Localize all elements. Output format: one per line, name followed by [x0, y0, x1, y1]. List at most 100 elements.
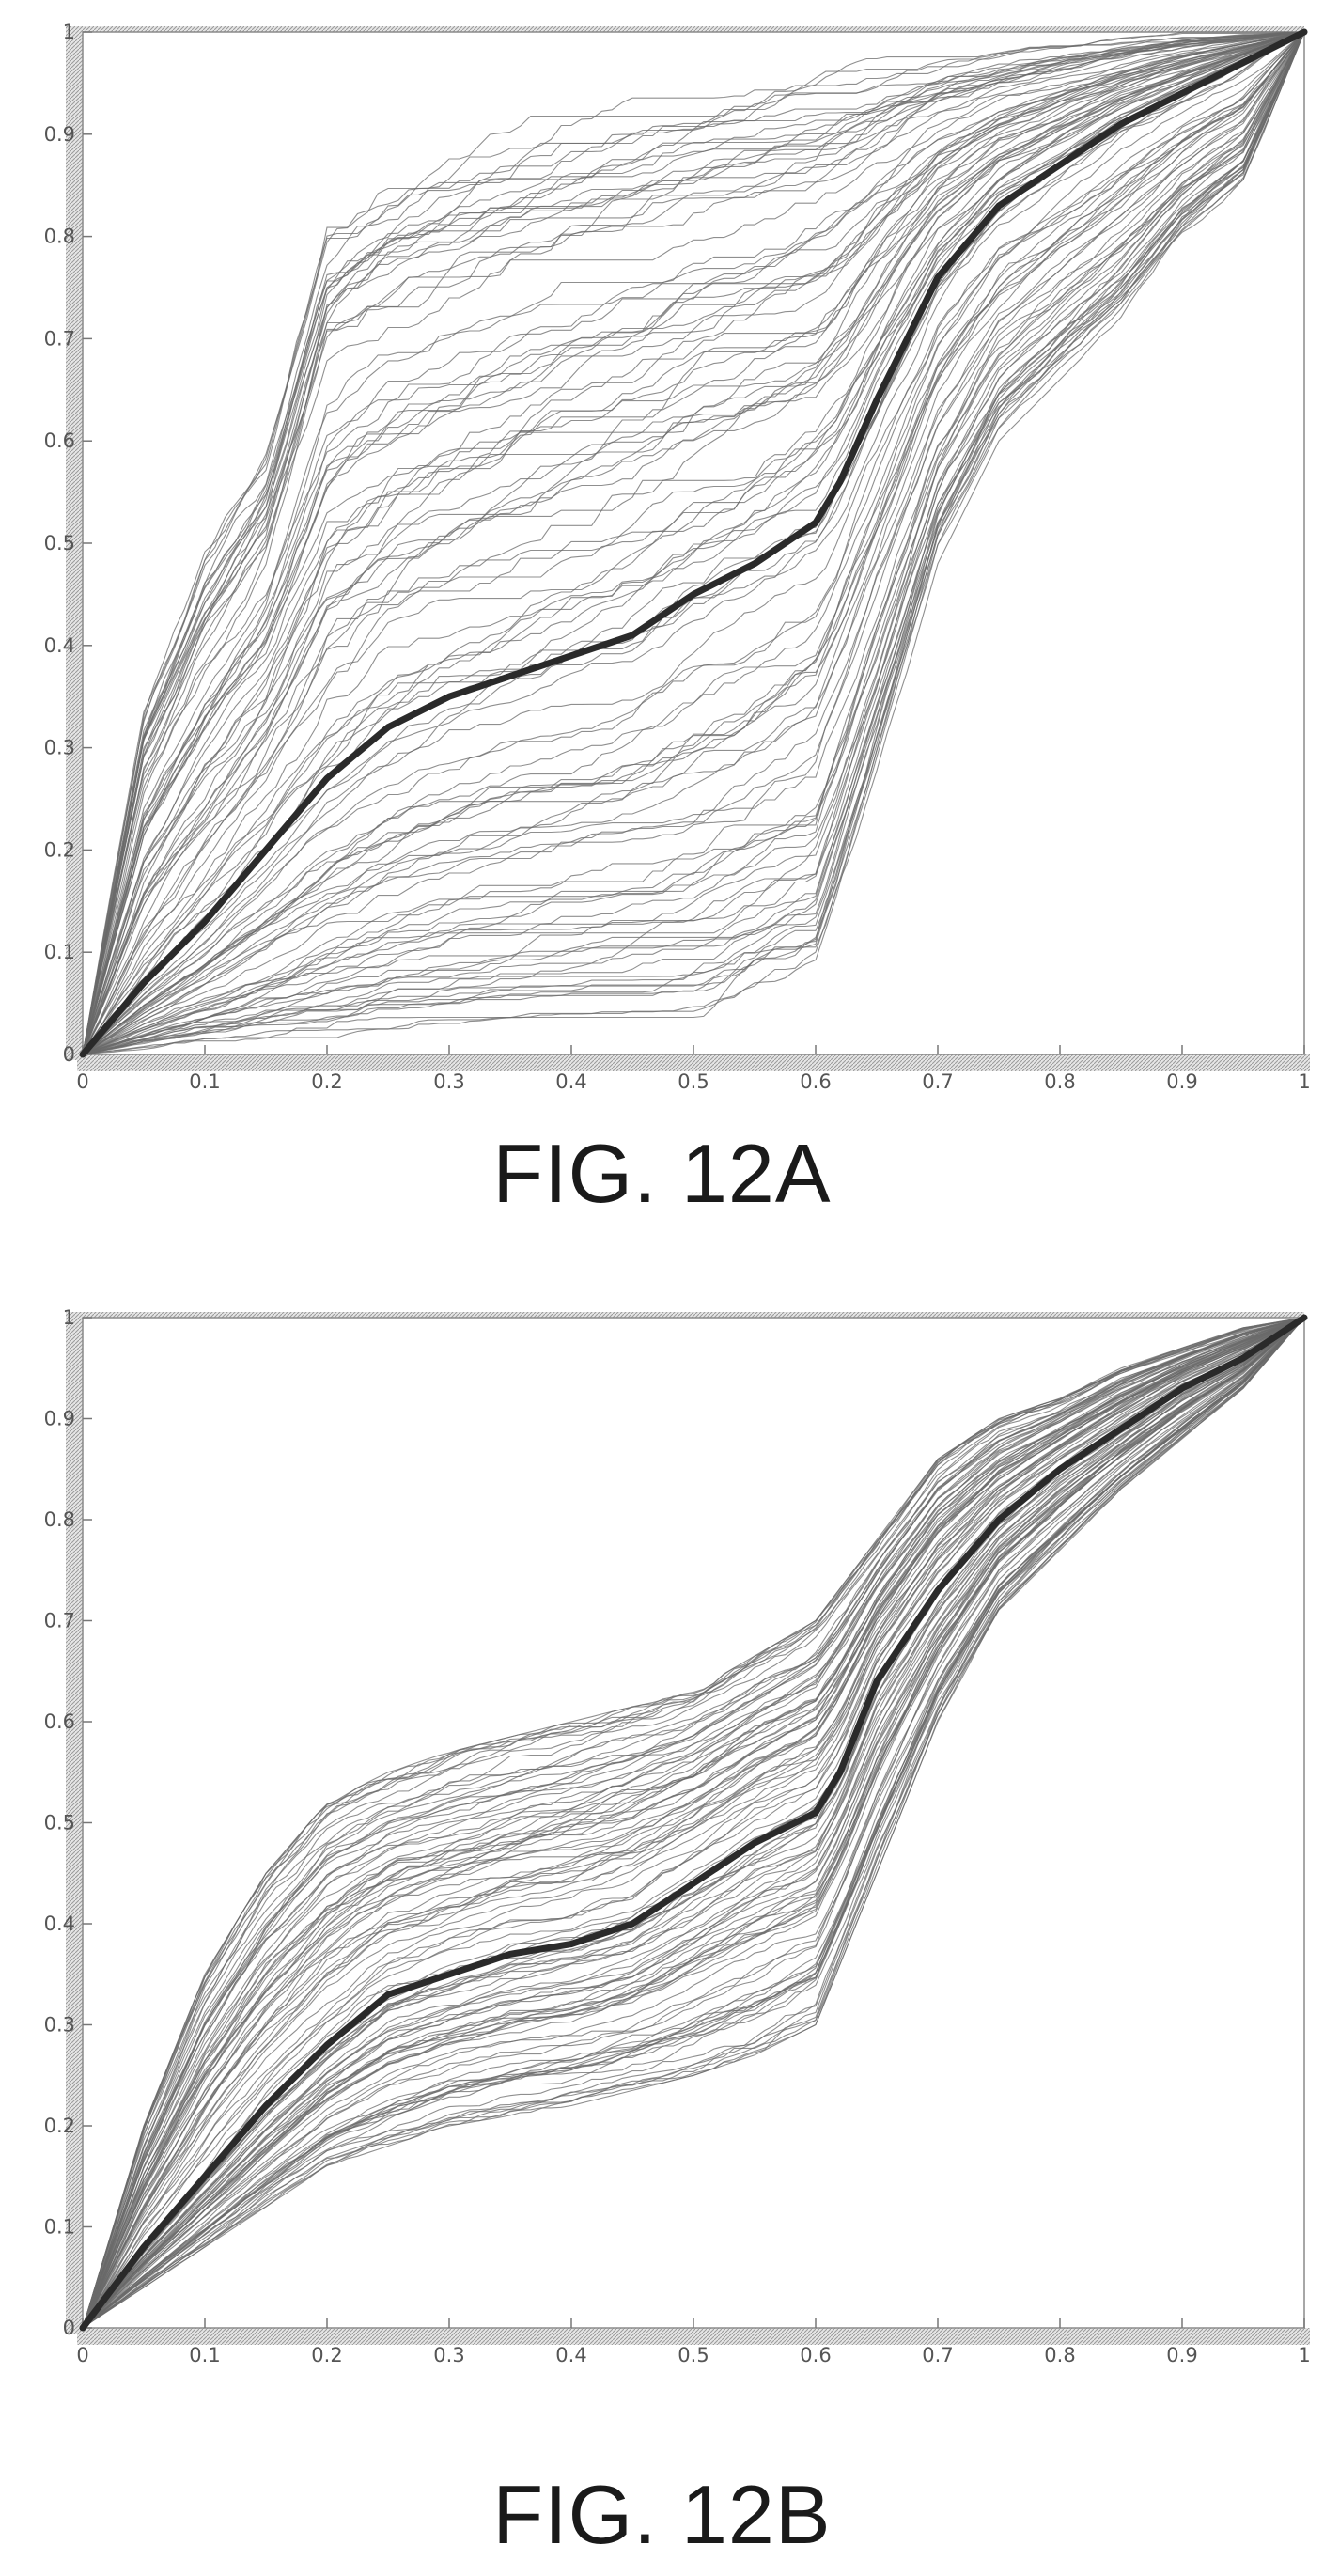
- series-line: [82, 1317, 1305, 2329]
- series-line: [82, 1317, 1305, 2329]
- series-line: [82, 31, 1305, 1055]
- series-line: [82, 31, 1305, 1055]
- x-tick-label: 0.9: [1166, 1070, 1197, 1090]
- x-tick-label: 0.4: [555, 2344, 586, 2366]
- ensemble-curves: [82, 1317, 1305, 2329]
- series-line: [82, 31, 1305, 1055]
- series-line: [82, 1317, 1305, 2329]
- series-line: [82, 31, 1305, 1055]
- series-line: [82, 31, 1305, 1055]
- y-tick-label: 0.8: [44, 226, 75, 248]
- series-line: [82, 1317, 1305, 2329]
- series-line: [82, 31, 1305, 1055]
- series-line: [82, 31, 1305, 1055]
- series-line: [82, 31, 1305, 1055]
- series-line: [82, 1317, 1305, 2329]
- y-tick-label: 0.6: [44, 1710, 75, 1733]
- y-tick-label: 0.3: [44, 737, 75, 759]
- series-line: [82, 31, 1305, 1055]
- figure-caption: FIG. 12B: [492, 2468, 832, 2561]
- series-line: [82, 31, 1305, 1055]
- y-tick-label: 0.9: [44, 123, 75, 146]
- series-line: [82, 31, 1305, 1055]
- x-tick-label: 1: [1298, 1070, 1310, 1090]
- series-line: [82, 31, 1305, 1055]
- top-band: [83, 26, 1304, 32]
- series-line: [82, 31, 1305, 1055]
- y-tick-label: 0.1: [44, 941, 75, 963]
- series-line: [82, 31, 1305, 1055]
- x-tick-label: 0.8: [1044, 2344, 1075, 2366]
- series-line: [82, 31, 1305, 1055]
- x-axis-band: [77, 2328, 1310, 2345]
- series-line: [82, 1317, 1305, 2329]
- series-line: [82, 1317, 1305, 2329]
- x-tick-label: 0: [76, 2344, 88, 2366]
- series-line: [82, 31, 1305, 1055]
- y-tick-label: 0.4: [44, 1912, 75, 1935]
- series-line: [82, 1317, 1305, 2329]
- series-line: [82, 31, 1305, 1055]
- series-line: [82, 31, 1305, 1055]
- series-line: [82, 1317, 1305, 2329]
- series-line: [82, 1317, 1305, 2329]
- x-tick-label: 0.5: [678, 2344, 709, 2366]
- series-line: [82, 31, 1305, 1055]
- figure-12a: 0 0.1 0.2 0.3 0.4 0.5 0.6 0.7 0.8 0.9 1 0 0.1 0.2 0.3 0…: [44, 21, 1311, 1220]
- series-line: [82, 31, 1305, 1055]
- series-line: [82, 31, 1305, 1055]
- series-line: [82, 31, 1305, 1055]
- series-line: [82, 31, 1305, 1055]
- series-line: [82, 1317, 1305, 2329]
- series-line: [82, 31, 1305, 1055]
- y-tick-label: 0.2: [44, 2115, 75, 2137]
- series-line: [82, 31, 1305, 1055]
- y-tick-label: 0.9: [44, 1408, 75, 1430]
- series-line: [82, 31, 1305, 1055]
- series-line: [82, 31, 1305, 1055]
- x-tick-label: 0.6: [800, 1070, 831, 1090]
- series-line: [82, 31, 1305, 1055]
- series-line: [82, 31, 1305, 1055]
- x-tick-label: 1: [1298, 2344, 1310, 2366]
- series-line: [82, 31, 1305, 1055]
- series-line: [82, 31, 1305, 1055]
- series-line: [82, 31, 1305, 1055]
- x-tick-label: 0.3: [433, 2344, 464, 2366]
- series-line: [82, 31, 1305, 1055]
- series-line: [82, 31, 1305, 1055]
- series-line: [82, 31, 1305, 1055]
- y-tick-label: 1: [63, 1306, 75, 1329]
- chart-12a: 0 0.1 0.2 0.3 0.4 0.5 0.6 0.7 0.8 0.9 1 0 0.1 0.2 0.3 0…: [44, 21, 1311, 1090]
- series-line: [82, 1317, 1305, 2329]
- x-tick-label: 0.8: [1044, 1070, 1075, 1090]
- series-line: [82, 1317, 1305, 2329]
- ensemble-curves: [82, 31, 1305, 1055]
- chart-12b: 0 0.1 0.2 0.3 0.4 0.5 0.6 0.7 0.8 0.9 1 0 0.1 0.2 0.3 0…: [44, 1306, 1311, 2366]
- series-line: [82, 31, 1305, 1055]
- series-line: [82, 31, 1305, 1055]
- mean-curve: [79, 28, 1308, 1058]
- series-line: [82, 31, 1305, 1055]
- series-line: [82, 1317, 1305, 2329]
- series-line: [82, 31, 1305, 1055]
- x-tick-label: 0: [76, 1070, 88, 1090]
- series-line: [82, 1317, 1305, 2329]
- series-line: [82, 31, 1305, 1055]
- series-line: [82, 31, 1305, 1055]
- series-line: [82, 31, 1305, 1055]
- series-line: [82, 1317, 1305, 2329]
- series-line: [82, 31, 1305, 1055]
- x-tick-label: 0.7: [922, 1070, 953, 1090]
- series-line: [82, 31, 1305, 1055]
- series-line: [82, 31, 1305, 1055]
- y-tick-label: 0.7: [44, 327, 75, 350]
- series-line: [82, 31, 1305, 1055]
- y-tick-label: 0: [63, 1043, 75, 1066]
- top-band: [83, 1312, 1304, 1318]
- y-axis-band: [66, 1312, 83, 2334]
- series-line: [82, 1317, 1305, 2329]
- series-line: [82, 31, 1305, 1055]
- series-line: [82, 1317, 1305, 2329]
- series-line: [82, 31, 1305, 1055]
